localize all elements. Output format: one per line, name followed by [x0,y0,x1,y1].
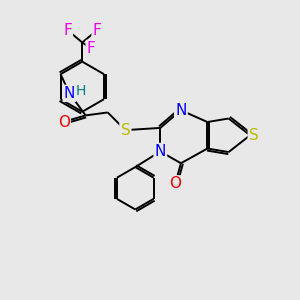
Text: F: F [93,23,101,38]
Text: F: F [63,23,72,38]
Text: N: N [175,103,187,118]
Text: O: O [169,176,181,191]
Text: S: S [249,128,259,143]
Text: N: N [64,86,75,101]
Text: H: H [75,84,86,98]
Text: O: O [58,115,70,130]
Text: N: N [154,144,166,159]
Text: F: F [87,41,95,56]
Text: S: S [121,123,130,138]
